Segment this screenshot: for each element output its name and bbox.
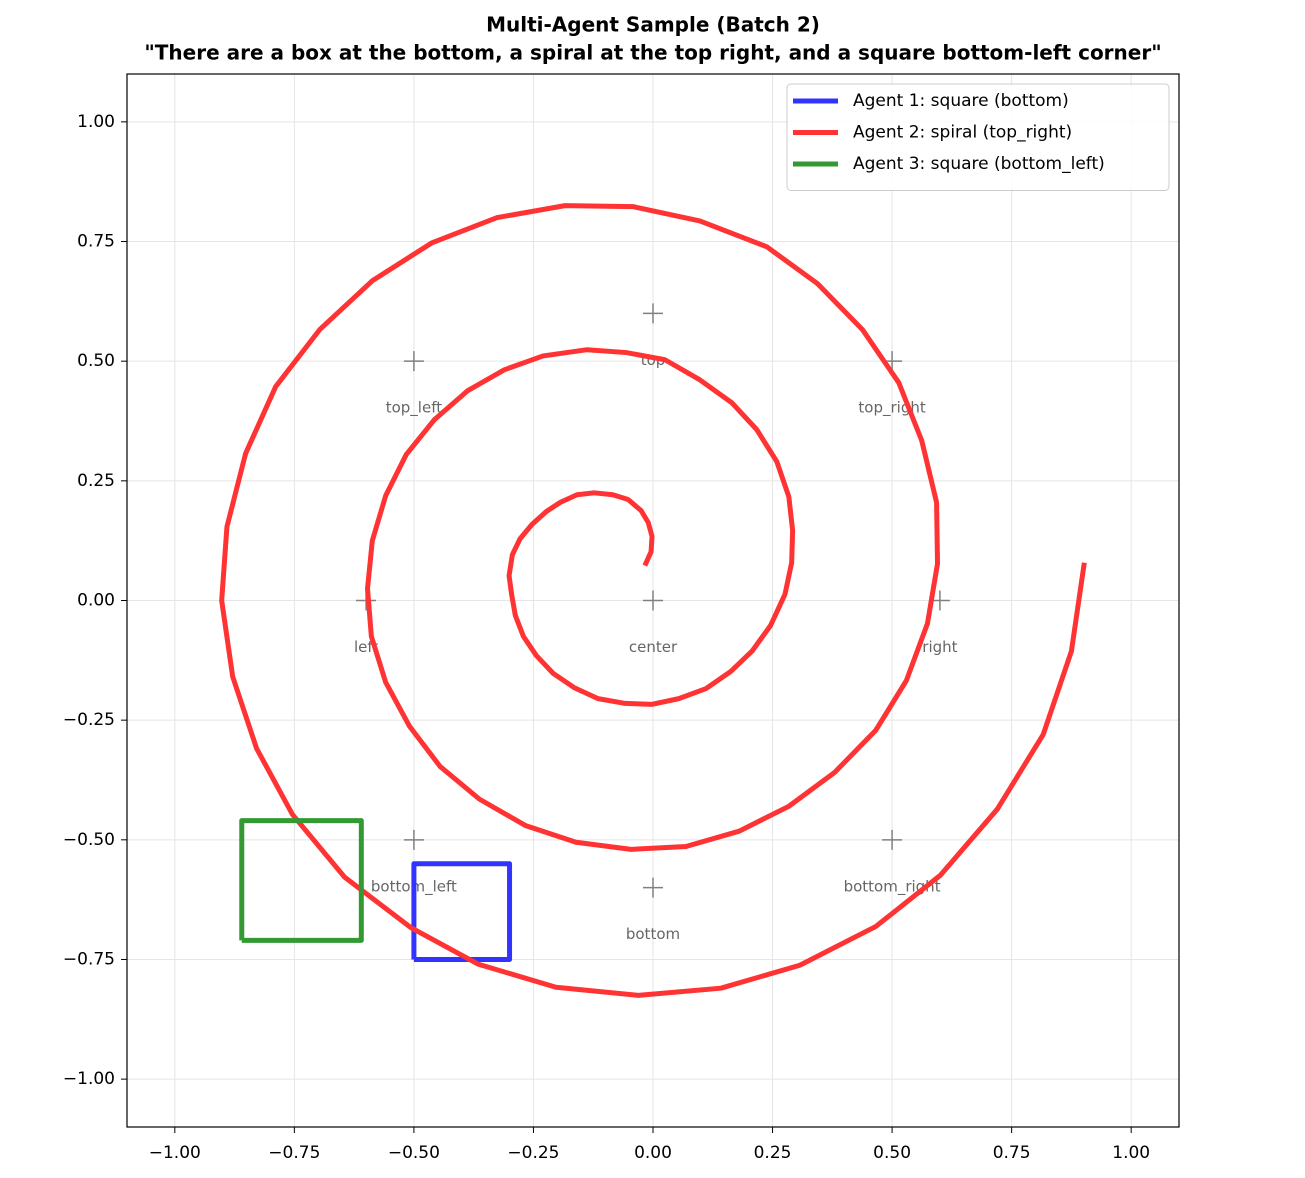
x-tick-label: 0.50 — [873, 1143, 911, 1163]
legend-label: Agent 2: spiral (top_right) — [853, 123, 1072, 143]
reference-marker — [643, 877, 663, 898]
y-tick-label: −0.50 — [63, 830, 115, 850]
x-tick-label: −0.50 — [388, 1143, 440, 1163]
marker-label: bottom — [626, 925, 680, 943]
marker-label: top_right — [858, 399, 925, 418]
x-tick-label: −0.25 — [507, 1143, 559, 1163]
legend-label: Agent 1: square (bottom) — [853, 91, 1069, 111]
y-tick-label: −0.25 — [63, 710, 115, 730]
legend-box — [786, 83, 1170, 191]
series-line — [239, 818, 364, 943]
series-line — [219, 203, 1087, 998]
x-tick-label: −1.00 — [149, 1143, 201, 1163]
reference-marker — [403, 351, 424, 372]
x-tick-label: 1.00 — [1112, 1143, 1150, 1163]
marker-label: right — [922, 638, 957, 656]
reference-marker — [882, 829, 903, 850]
marker-label: top_left — [386, 399, 442, 418]
x-tick-label: 0.75 — [993, 1143, 1031, 1163]
y-tick-label: 0.50 — [77, 351, 115, 371]
y-tick-label: 1.00 — [77, 112, 115, 132]
chart-subtitle: "There are a box at the bottom, a spiral… — [144, 41, 1161, 65]
x-tick-label: 0.00 — [634, 1143, 672, 1163]
x-tick-label: 0.25 — [754, 1143, 792, 1163]
legend: Agent 1: square (bottom) Agent 2: spiral … — [786, 83, 1170, 191]
y-tick-label: 0.25 — [77, 471, 115, 491]
chart-title: Multi-Agent Sample (Batch 2) — [486, 13, 820, 37]
reference-marker — [643, 303, 663, 324]
y-tick-label: −1.00 — [63, 1069, 115, 1089]
y-tick-label: 0.75 — [77, 232, 115, 252]
legend-label: Agent 3: square (bottom_left) — [853, 154, 1105, 174]
x-tick-label: −0.75 — [268, 1143, 320, 1163]
series-line — [411, 861, 513, 962]
y-tick-label: 0.00 — [77, 591, 115, 611]
marker-label: center — [629, 638, 678, 656]
reference-marker — [643, 590, 663, 611]
y-tick-label: −0.75 — [63, 949, 115, 969]
reference-marker — [403, 829, 424, 850]
